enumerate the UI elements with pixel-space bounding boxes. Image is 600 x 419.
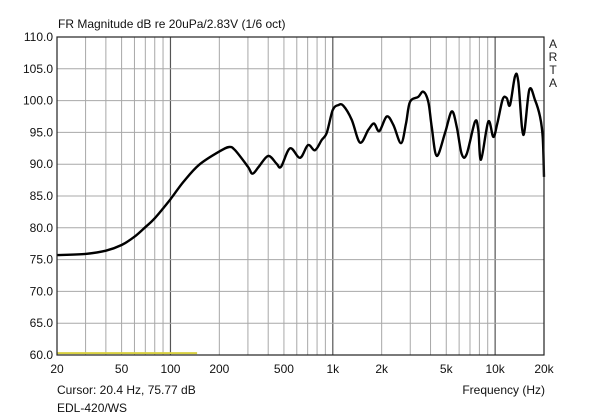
y-tick-label: 95.0: [30, 125, 54, 139]
x-tick-label: 20k: [534, 362, 554, 376]
measurement-label: EDL-420/WS: [57, 401, 128, 415]
y-axis-ticks: 110.0 105.0 100.0 95.0 90.0 85.0 80.0 75.0 70.0 6…: [23, 30, 53, 362]
grid: [57, 37, 544, 355]
x-tick-label: 5k: [440, 362, 454, 376]
x-tick-label: 200: [209, 362, 229, 376]
x-tick-label: 2k: [375, 362, 389, 376]
series-layer: [56, 72, 546, 355]
cursor-readout: Cursor: 20.4 Hz, 75.77 dB: [57, 383, 196, 397]
y-tick-label: 80.0: [30, 221, 54, 235]
y-tick-label: 60.0: [30, 348, 54, 362]
x-tick-label: 20: [50, 362, 64, 376]
y-tick-label: 100.0: [23, 94, 53, 108]
frequency-response-curve: [56, 72, 546, 257]
y-tick-label: 90.0: [30, 157, 54, 171]
y-tick-label: 85.0: [30, 189, 54, 203]
x-tick-label: 50: [115, 362, 129, 376]
x-axis-ticks: 20 50 100 200 500 1k 2k 5k 10k 20k: [50, 362, 554, 376]
x-tick-label: 100: [160, 362, 180, 376]
arta-watermark: ARTA: [548, 37, 558, 90]
plot-frame: [56, 36, 545, 356]
y-tick-label: 75.0: [30, 253, 54, 267]
x-tick-label: 500: [274, 362, 294, 376]
y-tick-label: 70.0: [30, 284, 54, 298]
y-tick-label: 110.0: [24, 30, 53, 44]
x-tick-label: 1k: [326, 362, 340, 376]
chart-title: FR Magnitude dB re 20uPa/2.83V (1/6 oct): [58, 17, 286, 31]
y-tick-label: 105.0: [23, 62, 53, 76]
x-tick-label: 10k: [485, 362, 505, 376]
x-axis-label: Frequency (Hz): [462, 383, 545, 397]
y-tick-label: 65.0: [30, 316, 54, 330]
